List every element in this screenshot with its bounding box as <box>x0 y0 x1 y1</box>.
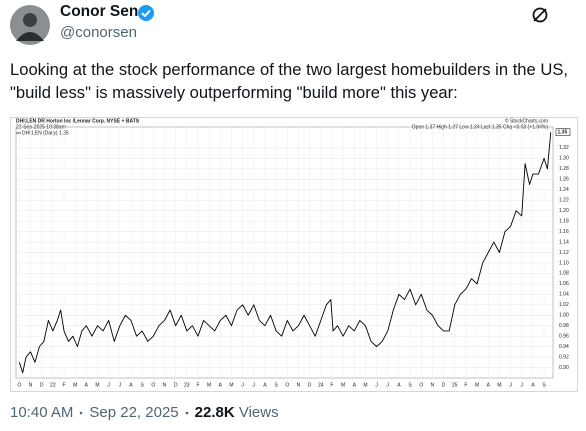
y-tick-label: 1.22 <box>559 198 569 204</box>
x-tick-label: A <box>219 382 223 388</box>
tweet-footer: 10:40 AM Sep 22, 2025 22.8K Views <box>10 404 279 421</box>
x-tick-label: A <box>487 382 491 388</box>
x-tick-label: S <box>542 382 546 388</box>
y-tick-label: 1.12 <box>559 250 569 256</box>
chart: DHI:LEN DR Horton Inc /Lennar Corp. NYSE… <box>10 117 578 392</box>
chart-title: DHI:LEN DR Horton Inc /Lennar Corp. NYSE… <box>16 118 140 124</box>
x-tick-label: A <box>353 382 357 388</box>
tweet-text: Looking at the stock performance of the … <box>10 60 569 102</box>
y-tick-label: 1.10 <box>559 260 569 266</box>
y-tick-label: 0.92 <box>559 354 569 360</box>
x-tick-label: M <box>341 382 345 388</box>
x-tick-label: M <box>363 382 367 388</box>
x-tick-label: J <box>119 382 122 388</box>
y-tick-label: 1.30 <box>559 156 569 162</box>
x-tick-label: M <box>229 382 233 388</box>
x-tick-label: D <box>308 382 312 388</box>
x-tick-label: N <box>431 382 435 388</box>
view-count: 22.8K <box>194 404 235 421</box>
x-tick-label: D <box>174 382 178 388</box>
x-tick-label: S <box>408 382 412 388</box>
price-line <box>18 132 552 374</box>
x-tick-label: M <box>475 382 479 388</box>
tweet-time[interactable]: 10:40 AM <box>10 404 74 421</box>
x-tick-label: O <box>419 382 423 388</box>
x-tick-label: J <box>107 382 110 388</box>
last-value-box <box>555 128 571 136</box>
tweet-date[interactable]: Sep 22, 2025 <box>89 404 179 421</box>
y-tick-label: 0.98 <box>559 323 569 329</box>
chart-frame <box>10 117 578 392</box>
y-tick-label: 0.90 <box>559 365 569 371</box>
x-tick-label: S <box>274 382 278 388</box>
x-tick-label: M <box>95 382 99 388</box>
y-tick-label: 0.94 <box>559 344 569 350</box>
x-tick-label: A <box>129 382 133 388</box>
y-tick-label: 1.18 <box>559 218 569 224</box>
y-tick-label: 1.14 <box>559 239 569 245</box>
y-tick-label: 1.20 <box>559 208 569 214</box>
x-tick-label: D <box>442 382 446 388</box>
x-tick-label: F <box>62 382 65 388</box>
chart-subtitle: 22-Sep-2025 10:38am <box>16 124 66 130</box>
y-tick-label: 1.02 <box>559 302 569 308</box>
x-tick-label: O <box>17 382 21 388</box>
verified-badge <box>138 5 154 21</box>
source-label: © StockCharts.com <box>505 117 548 124</box>
x-tick-label: 25 <box>452 382 458 388</box>
y-tick-label: 1.08 <box>559 271 569 277</box>
x-tick-label: N <box>163 382 167 388</box>
x-tick-label: 24 <box>318 382 324 388</box>
y-tick-label: 1.16 <box>559 229 569 235</box>
x-tick-label: M <box>73 382 77 388</box>
x-tick-label: N <box>29 382 33 388</box>
x-tick-label: J <box>375 382 378 388</box>
author-name[interactable]: Conor Sen <box>60 3 139 20</box>
x-tick-label: D <box>40 382 44 388</box>
y-tick-label: 1.26 <box>559 177 569 183</box>
y-tick-label: 1.24 <box>559 187 569 193</box>
x-tick-label: F <box>464 382 467 388</box>
x-tick-label: M <box>497 382 501 388</box>
x-tick-label: 22 <box>50 382 56 388</box>
last-value-label: 1.35 <box>558 130 568 136</box>
x-tick-label: J <box>241 382 244 388</box>
y-tick-label: 1.32 <box>559 145 569 151</box>
x-tick-label: S <box>140 382 144 388</box>
x-tick-label: J <box>520 382 523 388</box>
x-tick-label: A <box>531 382 535 388</box>
quote-label: Open 1.37 High 1.37 Low 1.34 Last 1.35 C… <box>412 124 549 130</box>
avatar[interactable] <box>10 5 50 45</box>
views-label: Views <box>238 404 279 421</box>
legend-label: DHI:LEN (Daily) 1.35 <box>22 130 69 136</box>
y-tick-label: 1.28 <box>559 166 569 172</box>
separator <box>80 411 83 414</box>
x-tick-label: 23 <box>184 382 190 388</box>
x-tick-label: N <box>297 382 301 388</box>
grok-icon[interactable] <box>530 5 550 25</box>
x-tick-label: O <box>151 382 155 388</box>
x-tick-label: J <box>509 382 512 388</box>
x-tick-label: F <box>330 382 333 388</box>
y-tick-label: 1.04 <box>559 292 569 298</box>
x-tick-label: O <box>285 382 289 388</box>
y-tick-label: 1.00 <box>559 313 569 319</box>
x-tick-label: A <box>263 382 267 388</box>
y-tick-label: 0.96 <box>559 333 569 339</box>
separator <box>185 411 188 414</box>
x-tick-label: M <box>207 382 211 388</box>
x-tick-label: J <box>387 382 390 388</box>
y-tick-label: 1.06 <box>559 281 569 287</box>
x-tick-label: J <box>253 382 256 388</box>
author-handle[interactable]: @conorsen <box>60 24 137 41</box>
x-tick-label: F <box>196 382 199 388</box>
x-tick-label: A <box>397 382 401 388</box>
x-tick-label: A <box>85 382 89 388</box>
